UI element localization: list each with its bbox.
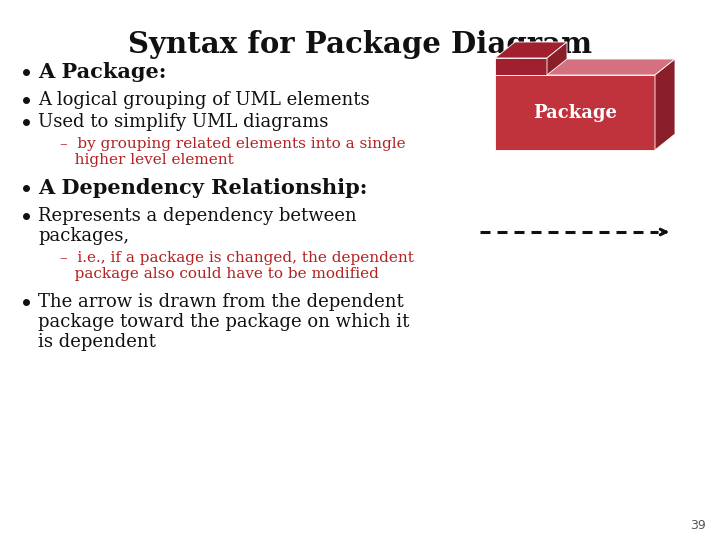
Text: –  by grouping related elements into a single: – by grouping related elements into a si… [60,137,405,151]
Text: 39: 39 [690,519,706,532]
Text: A Dependency Relationship:: A Dependency Relationship: [38,178,367,198]
Text: Used to simplify UML diagrams: Used to simplify UML diagrams [38,113,328,131]
Polygon shape [547,42,567,75]
Text: is dependent: is dependent [38,333,156,351]
Polygon shape [495,59,675,75]
Text: The arrow is drawn from the dependent: The arrow is drawn from the dependent [38,293,404,311]
Bar [495,58,547,75]
Text: package also could have to be modified: package also could have to be modified [60,267,379,281]
Text: Package: Package [533,104,617,122]
Text: higher level element: higher level element [60,153,234,167]
Text: –  i.e., if a package is changed, the dependent: – i.e., if a package is changed, the dep… [60,251,414,265]
Text: Represents a dependency between: Represents a dependency between [38,207,356,225]
Text: A Package:: A Package: [38,62,166,82]
Text: packages,: packages, [38,227,129,245]
Polygon shape [495,42,567,58]
Text: package toward the package on which it: package toward the package on which it [38,313,410,331]
Text: A logical grouping of UML elements: A logical grouping of UML elements [38,91,369,109]
Bar [495,75,655,150]
Polygon shape [655,59,675,150]
Text: Syntax for Package Diagram: Syntax for Package Diagram [128,30,592,59]
